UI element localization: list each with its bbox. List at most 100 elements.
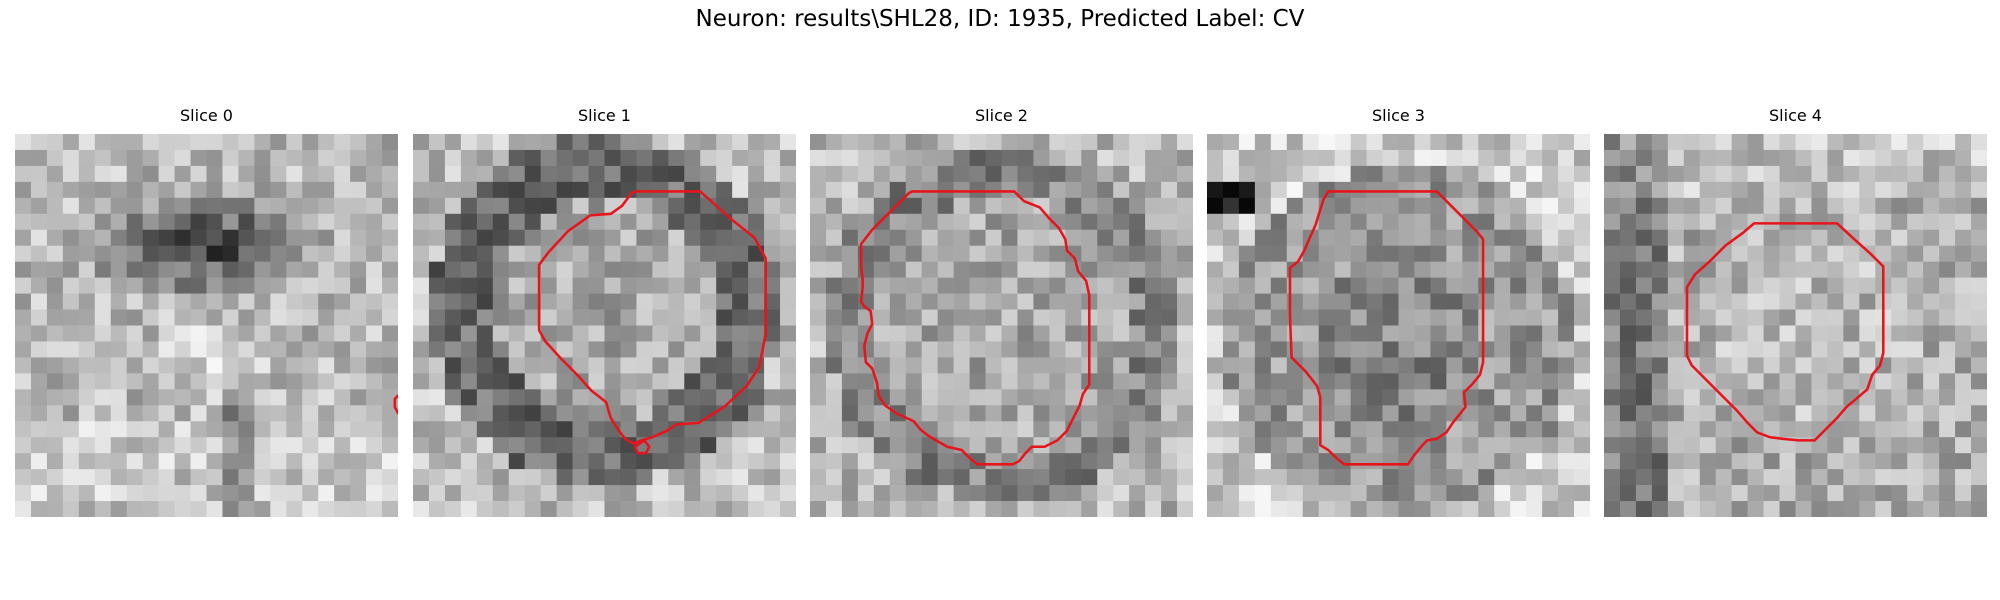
pixel xyxy=(1254,277,1272,294)
pixel xyxy=(889,197,907,215)
pixel xyxy=(1574,437,1590,454)
pixel xyxy=(1462,134,1479,151)
pixel xyxy=(825,453,843,470)
pixel xyxy=(1574,357,1590,374)
pixel xyxy=(190,485,207,502)
pixel xyxy=(1667,389,1685,406)
pixel xyxy=(30,213,48,231)
pixel xyxy=(46,277,64,294)
pixel xyxy=(764,134,781,151)
pixel xyxy=(620,453,637,470)
pixel xyxy=(1526,421,1543,438)
pixel xyxy=(1827,261,1844,278)
pixel xyxy=(62,501,80,517)
pixel xyxy=(460,437,478,454)
pixel xyxy=(1763,421,1780,438)
pixel xyxy=(1795,405,1812,422)
pixel xyxy=(222,245,239,262)
pixel xyxy=(1366,421,1383,438)
pixel xyxy=(1145,421,1162,438)
pixel xyxy=(1145,261,1162,278)
pixel xyxy=(1033,469,1050,486)
pixel xyxy=(428,229,446,247)
pixel xyxy=(1843,453,1860,470)
pixel xyxy=(572,501,589,517)
pixel xyxy=(1939,373,1956,390)
pixel xyxy=(873,134,891,151)
pixel xyxy=(716,213,733,231)
pixel xyxy=(382,405,398,422)
pixel xyxy=(1827,437,1844,454)
pixel xyxy=(46,229,64,247)
pixel xyxy=(1923,309,1940,326)
pixel xyxy=(841,149,859,167)
pixel xyxy=(1907,421,1924,438)
pixel xyxy=(1049,485,1066,502)
pixel xyxy=(318,357,335,374)
pixel xyxy=(1446,181,1463,199)
pixel xyxy=(985,341,1002,358)
pixel xyxy=(1430,405,1447,422)
pixel xyxy=(366,197,383,215)
pixel xyxy=(1651,293,1669,310)
pixel xyxy=(1270,309,1288,326)
pixel xyxy=(366,213,383,231)
pixel xyxy=(1177,213,1193,231)
pixel xyxy=(1254,421,1272,438)
pixel xyxy=(1510,309,1527,326)
pixel xyxy=(30,373,48,390)
pixel xyxy=(1350,229,1367,247)
pixel xyxy=(1779,181,1796,199)
pixel xyxy=(1382,165,1399,183)
pixel xyxy=(684,261,701,278)
pixel xyxy=(110,325,128,342)
pixel xyxy=(1494,277,1511,294)
pixel xyxy=(1827,277,1844,294)
pixel xyxy=(1683,437,1701,454)
pixel xyxy=(1238,357,1256,374)
pixel xyxy=(1635,421,1653,438)
pixel xyxy=(1635,149,1653,167)
pixel xyxy=(1238,165,1256,183)
pixel xyxy=(222,213,239,231)
pixel xyxy=(684,357,701,374)
pixel xyxy=(857,357,875,374)
pixel xyxy=(889,469,907,486)
pixel xyxy=(1699,485,1717,502)
pixel xyxy=(334,341,351,358)
pixel xyxy=(1859,421,1876,438)
pixel xyxy=(1494,165,1511,183)
pixel xyxy=(238,134,255,151)
pixel xyxy=(1635,501,1653,517)
pixel xyxy=(302,309,319,326)
pixel xyxy=(1177,134,1193,151)
pixel xyxy=(1145,197,1162,215)
pixel xyxy=(1604,405,1621,422)
pixel xyxy=(382,325,398,342)
pixel xyxy=(428,373,446,390)
pixel xyxy=(1971,405,1987,422)
pixel xyxy=(1715,293,1732,310)
pixel xyxy=(1795,357,1812,374)
pixel xyxy=(524,485,541,502)
pixel xyxy=(1207,293,1224,310)
pixel xyxy=(1446,453,1463,470)
pixel xyxy=(1222,277,1240,294)
pixel xyxy=(748,293,765,310)
pixel xyxy=(684,437,701,454)
pixel xyxy=(1526,134,1543,151)
pixel xyxy=(748,181,765,199)
pixel xyxy=(1033,149,1050,167)
pixel xyxy=(1526,277,1543,294)
pixel xyxy=(1081,469,1098,486)
pixel xyxy=(1923,277,1940,294)
pixel xyxy=(1827,357,1844,374)
pixel xyxy=(825,405,843,422)
pixel xyxy=(318,277,335,294)
pixel xyxy=(1161,197,1178,215)
pixel xyxy=(905,309,923,326)
pixel xyxy=(1683,405,1701,422)
pixel xyxy=(1859,277,1876,294)
pixel xyxy=(1001,453,1018,470)
pixel xyxy=(1222,437,1240,454)
